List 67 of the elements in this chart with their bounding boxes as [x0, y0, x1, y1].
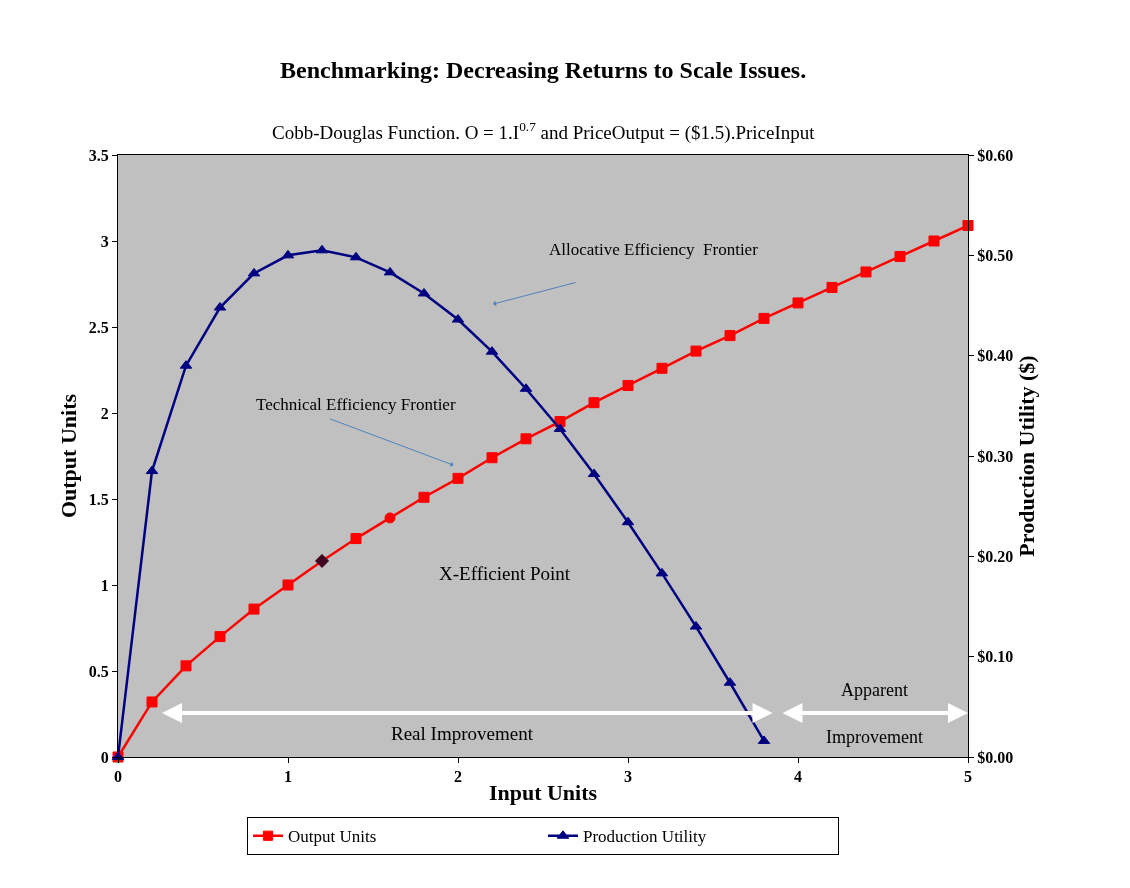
point — [621, 516, 635, 526]
y-tick-label: 0 — [100, 748, 109, 766]
point — [928, 235, 940, 247]
y-tick-label: 3.5 — [88, 146, 109, 164]
x-axis-title: Input Units — [488, 780, 598, 806]
text: Apparent Improvement — [826, 680, 923, 747]
point — [282, 579, 294, 591]
point — [180, 660, 192, 672]
point — [520, 433, 532, 445]
point — [452, 472, 464, 484]
y2-tick-label: $0.20 — [977, 547, 1014, 565]
point — [214, 631, 226, 643]
point — [281, 249, 295, 259]
x-tick-label: 5 — [964, 768, 972, 786]
x-tick-label: 3 — [624, 768, 632, 786]
y2-tick-label: $0.10 — [977, 648, 1014, 666]
y2-tick-label: $0.00 — [977, 748, 1014, 766]
point — [146, 696, 158, 708]
point — [383, 266, 397, 276]
point — [655, 567, 669, 577]
y2-tick-label: $0.60 — [977, 146, 1014, 164]
point — [758, 312, 770, 324]
point — [962, 220, 974, 232]
annotation: Technical Efficiency Frontier — [256, 395, 456, 414]
point — [656, 362, 668, 374]
y-tick-label: 0.5 — [88, 662, 109, 680]
y-tick-label: 2.5 — [88, 318, 109, 336]
point — [894, 250, 906, 262]
chart-subtitle: Cobb-Douglas Function. O = 1.I$^{0.7}$ and PriceOutput = ($1.5).PriceInput — [272, 119, 816, 144]
x-tick-label: 0 — [114, 768, 122, 786]
legend-label: Output Units — [288, 827, 377, 847]
y2-tick-label: $0.30 — [977, 447, 1014, 465]
point — [417, 287, 431, 297]
point — [315, 553, 329, 568]
annotation: Allocative Efficiency Frontier — [549, 240, 759, 259]
y-axis-title: Output Units — [55, 393, 81, 519]
point — [860, 266, 872, 278]
point — [349, 251, 363, 261]
y-tick-label: 2 — [100, 404, 109, 422]
point — [350, 533, 362, 545]
x-tick-label: 4 — [794, 768, 802, 786]
point — [418, 491, 430, 503]
point — [587, 468, 601, 478]
point — [145, 465, 159, 475]
point — [690, 345, 702, 357]
point — [248, 603, 260, 615]
y2-axis-title: Production Utility ($) — [1014, 355, 1040, 557]
point — [792, 297, 804, 309]
point — [486, 452, 498, 464]
x-tick-label: 2 — [454, 768, 462, 786]
y2-tick-label: $0.50 — [977, 246, 1014, 264]
point — [247, 267, 261, 277]
point — [622, 379, 634, 391]
annotation: X-Efficient Point — [439, 563, 571, 584]
chart-title: Benchmarking: Decreasing Returns to Scale Issues. — [280, 57, 807, 83]
point — [588, 397, 600, 409]
y-tick-label: 1 — [100, 576, 109, 594]
y2-tick-label: $0.40 — [977, 347, 1014, 365]
annotation: Real Improvement — [391, 723, 534, 744]
point — [384, 512, 396, 524]
point — [724, 330, 736, 342]
legend-label: Production Utility — [583, 827, 707, 847]
point — [826, 281, 838, 293]
y-tick-label: 1.5 — [88, 490, 109, 508]
point — [315, 244, 329, 254]
y-tick-label: 3 — [100, 232, 109, 250]
x-tick-label: 1 — [284, 768, 292, 786]
